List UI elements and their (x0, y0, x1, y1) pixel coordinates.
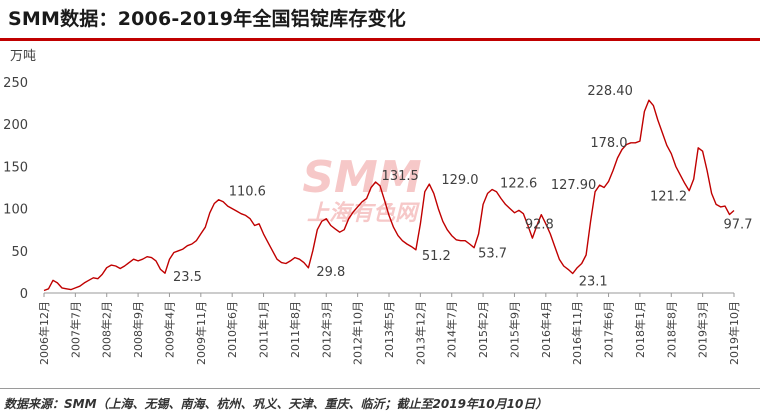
x-tick-label: 2006年12月 (37, 301, 51, 365)
data-label: 23.5 (173, 270, 202, 285)
data-label: 131.5 (382, 169, 419, 184)
page-title: SMM数据：2006-2019年全国铝锭库存变化 (8, 8, 406, 30)
watermark-brand: SMM (302, 152, 421, 203)
y-tick-label: 100 (3, 203, 28, 218)
chart-data-labels: 23.5 110.6 29.8 131.5 51.2 129.0 53.7 122.6 92.8… (173, 84, 753, 289)
footer-divider (0, 388, 760, 389)
y-axis-label: 万吨 (10, 49, 36, 64)
x-tick-label: 2009年4月 (162, 301, 176, 358)
chart-series (43, 99, 735, 292)
x-tick-label: 2016年4月 (539, 301, 553, 358)
watermark-name: 上海有色网 (307, 200, 420, 226)
data-label: 110.6 (229, 185, 266, 200)
x-tick-label: 2018年1月 (633, 301, 647, 358)
x-tick-label: 2019年10月 (727, 301, 741, 365)
x-tick-label: 2007年7月 (68, 301, 82, 358)
data-label: 51.2 (422, 249, 451, 264)
x-tick-label: 2013年12月 (413, 301, 427, 365)
y-tick-label: 250 (3, 76, 28, 91)
x-tick-label: 2015年2月 (476, 301, 490, 358)
data-label: 121.2 (650, 190, 687, 205)
x-tick-label: 2015年9月 (507, 301, 521, 358)
data-label: 129.0 (441, 173, 478, 188)
x-tick-label: 2019年3月 (696, 301, 710, 358)
x-tick-label: 2013年5月 (382, 301, 396, 358)
data-label: 92.8 (525, 218, 554, 233)
x-tick-label: 2018年8月 (664, 301, 678, 358)
data-label: 29.8 (316, 265, 345, 280)
x-tick-label: 2012年10月 (351, 301, 365, 365)
inventory-line-chart: SMM 上海有色网 0 50 100 150 200 250 2006年12月 2007年7月… (3, 49, 753, 365)
data-label: 97.7 (724, 218, 753, 233)
inventory-series-line (43, 99, 735, 292)
y-tick-label: 0 (20, 287, 28, 302)
data-label: 53.7 (478, 247, 507, 262)
y-tick-label: 200 (3, 118, 28, 133)
data-label: 228.40 (587, 84, 633, 99)
data-label: 23.1 (579, 275, 608, 290)
x-tick-label: 2011年1月 (257, 301, 271, 358)
data-label: 178.0 (590, 136, 627, 151)
smm-watermark: SMM 上海有色网 (302, 152, 421, 226)
title-divider (0, 38, 760, 41)
data-source-note: 数据来源：SMM（上海、无锡、南海、杭州、巩义、天津、重庆、临沂；截止至2019… (4, 397, 548, 411)
x-tick-label: 2010年6月 (225, 301, 239, 358)
x-tick-label: 2014年7月 (445, 301, 459, 358)
x-tick-label: 2008年9月 (131, 301, 145, 358)
chart-axes: 0 50 100 150 200 250 2006年12月 2007年7月 2008年2月 200… (3, 76, 741, 365)
data-label: 122.6 (500, 177, 537, 192)
y-tick-label: 50 (11, 245, 28, 260)
data-label: 127.90 (551, 178, 597, 193)
y-tick-label: 150 (3, 160, 28, 175)
x-tick-label: 2016年11月 (570, 301, 584, 365)
x-tick-label: 2012年3月 (319, 301, 333, 358)
x-tick-label: 2009年11月 (194, 301, 208, 365)
x-tick-label: 2011年8月 (288, 301, 302, 358)
x-tick-label: 2017年6月 (602, 301, 616, 358)
x-tick-label: 2008年2月 (100, 301, 114, 358)
